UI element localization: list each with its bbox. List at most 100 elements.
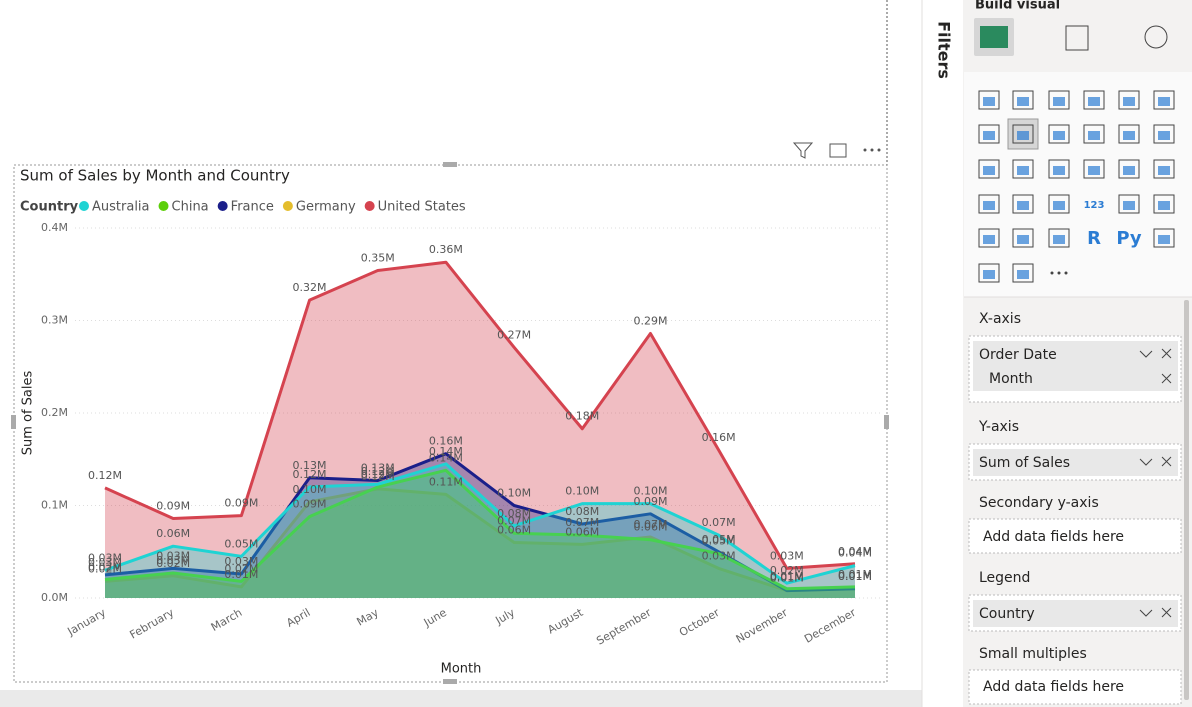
data-label: 0.10M [293,483,327,496]
visual-icon[interactable]: Py [1116,228,1142,249]
more-visuals[interactable] [1050,271,1054,275]
data-label: 0.04M [838,545,872,558]
field-controls[interactable] [1139,607,1172,618]
data-label: 0.06M [633,521,667,534]
visual-icon[interactable] [1012,228,1034,248]
field[interactable]: Month [989,371,1033,387]
visual-icon[interactable] [1083,159,1105,179]
more-visuals[interactable] [1057,271,1061,275]
y-tick-label: 0.4M [41,221,68,234]
tab-analytics[interactable] [1144,25,1168,49]
field-controls[interactable] [1139,348,1172,384]
well[interactable] [968,518,1182,554]
area-fill [105,470,855,598]
data-label: 0.03M [156,554,190,567]
resize-handle[interactable] [11,415,16,429]
tab-format[interactable] [1065,25,1089,51]
resize-handle[interactable] [884,415,889,429]
data-label: 0.09M [156,499,190,512]
visual-icon[interactable] [1048,159,1070,179]
resize-handle[interactable] [443,162,457,167]
field[interactable]: Country [979,606,1035,622]
visual-icon[interactable] [1012,124,1034,144]
data-label: 0.02M [770,564,804,577]
visual-icon[interactable] [1012,194,1034,214]
field-controls[interactable] [1139,456,1172,467]
y-tick-label: 0.0M [41,591,68,604]
tab-build-icon [980,26,1008,48]
visual-icon[interactable] [1153,228,1175,248]
visual-icon-fill [1158,97,1170,106]
visual-icon[interactable]: 123 [1084,200,1105,211]
visual-icon[interactable] [1012,263,1034,283]
well[interactable] [968,669,1182,705]
y-tick-label: 0.1M [41,499,68,512]
pane-title: Build visual [975,0,1060,13]
well-label: Secondary y-axis [979,495,1099,511]
visual-icon-fill [983,270,995,279]
visual-icon-fill [1053,201,1065,210]
data-label: 0.11M [429,475,463,488]
visual-icon[interactable] [1012,159,1034,179]
visual-icon[interactable] [1083,124,1105,144]
filters-tab[interactable]: Filters [935,21,954,79]
visual-icon[interactable] [1118,194,1140,214]
visual-icon-fill [1017,131,1029,140]
visual-icon[interactable] [978,90,1000,110]
data-label: 0.02M [156,557,190,570]
resize-handle[interactable] [443,679,457,684]
status-strip [0,690,922,707]
area-line [104,260,856,570]
visual-icon[interactable] [1083,90,1105,110]
legend-label: United States [378,200,466,215]
visual-icon[interactable] [1048,194,1070,214]
data-label: 0.05M [702,535,736,548]
visual-icon[interactable] [1118,159,1140,179]
filter-icon[interactable] [792,142,814,159]
visual-icon[interactable] [978,159,1000,179]
field[interactable]: Sum of Sales [979,455,1070,471]
placeholder: Add data fields here [983,529,1124,545]
visual-icon[interactable] [1048,124,1070,144]
visual-icon-fill [1053,166,1065,175]
visual-icon[interactable] [1118,90,1140,110]
data-label: 0.12M [88,469,122,482]
visual-icon[interactable] [1048,90,1070,110]
visual-icon-fill [1017,166,1029,175]
visual-icon[interactable]: R [1087,228,1101,249]
visual-icon[interactable] [1153,124,1175,144]
data-label: 0.12M [293,468,327,481]
data-label: 0.01M [770,570,804,583]
area-fill [105,453,855,598]
legend-marker [364,201,375,211]
visual-icon-fill [1088,166,1100,175]
data-label: 0.10M [565,485,599,498]
visual-icon[interactable] [978,263,1000,283]
visual-icon[interactable] [978,194,1000,214]
data-label: 0.03M [88,551,122,564]
visual-icon[interactable] [978,124,1000,144]
visual-icon[interactable] [1118,124,1140,144]
visual-icon-fill [1158,166,1170,175]
data-label: 0.03M [88,556,122,569]
icon-grid: 123 R Py [978,90,1175,283]
field[interactable]: Order Date [979,347,1057,363]
visual-icon[interactable] [978,228,1000,248]
visual-icon[interactable] [1048,228,1070,248]
more-options[interactable] [863,148,881,152]
data-label: 0.03M [224,555,258,568]
visual-icon[interactable] [1012,90,1034,110]
legend-label: France [231,200,274,215]
visual-icon-fill [983,97,995,106]
visual-icon-fill [983,166,995,175]
visual-icon[interactable] [1153,90,1175,110]
more-visuals[interactable] [1064,271,1068,275]
focus-icon[interactable] [829,143,847,158]
visual-icon-fill [1017,201,1029,210]
legend-title: Country [20,200,79,215]
well-label: Small multiples [979,646,1087,662]
visual-icon-fill [1123,131,1135,140]
scrollbar[interactable] [1184,300,1189,700]
visual-icon[interactable] [1153,159,1175,179]
visual-icon[interactable] [1153,194,1175,214]
